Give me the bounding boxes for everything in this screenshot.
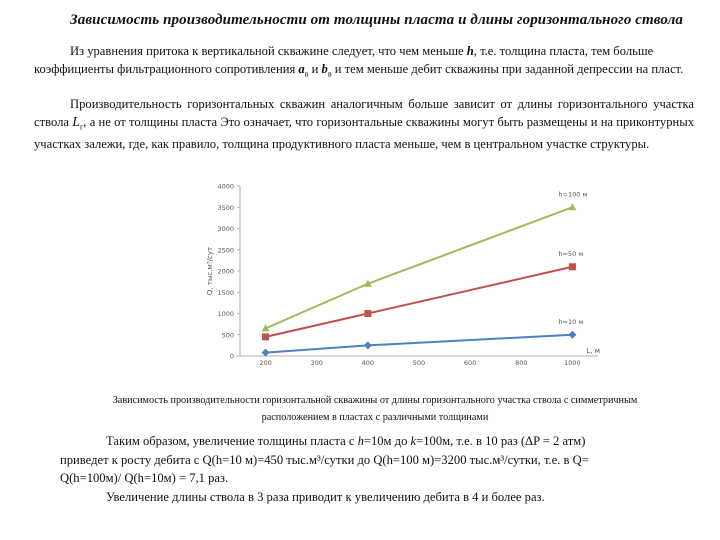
y-tick-label: 0: [230, 353, 234, 361]
data-point: [261, 348, 270, 357]
series-label: h=50 м: [558, 250, 583, 258]
conclusion-line3: Q(h=100м)/ Q(h=10м) = 7,1 раз.: [60, 471, 229, 485]
data-point: [568, 203, 577, 211]
data-point: [568, 263, 576, 271]
text: =10м до: [363, 434, 411, 448]
y-tick-label: 1500: [217, 289, 234, 297]
y-tick-label: 500: [222, 331, 234, 339]
x-tick-label: 400: [362, 359, 374, 367]
data-point: [261, 324, 270, 332]
sub-b: в: [327, 69, 332, 79]
conclusion-line2: приведет к росту дебита с Q(h=10 м)=450 …: [60, 452, 589, 467]
text: , т.е. толщина пласта, тем больше коэффи…: [34, 44, 654, 76]
data-point: [363, 341, 372, 350]
x-tick-label: 1000: [564, 359, 581, 367]
x-tick-label: 300: [311, 359, 323, 367]
y-tick-label: 1000: [217, 310, 234, 318]
x-tick-label: 800: [515, 359, 527, 367]
y-axis-label: Q, тыс.м³/сут: [206, 247, 214, 295]
sub-a: в: [304, 69, 309, 79]
var-b: b: [321, 61, 328, 76]
caption-line1: Зависимость производительности горизонта…: [112, 395, 638, 406]
x-axis-label: L, м: [586, 347, 600, 355]
y-tick-label: 2500: [217, 246, 234, 254]
paragraph-conclusion: Таким образом, увеличение толщины пласта…: [60, 432, 705, 506]
series-line: [265, 265, 573, 338]
text: =100м, т.е. в 10 раз (ΔP = 2 атм): [416, 434, 586, 448]
var-h: h: [357, 434, 364, 448]
x-tick-label: 600: [464, 359, 476, 367]
data-point: [568, 330, 577, 339]
series-line: [265, 333, 573, 354]
text: Таким образом, увеличение толщины пласта…: [106, 434, 358, 448]
text: и тем меньше дебит скважины при заданной…: [331, 61, 684, 76]
sub-L: г: [80, 122, 84, 132]
var-k: k: [410, 434, 417, 448]
series-label: h=100 м: [558, 190, 587, 198]
series-label: h=10 м: [558, 318, 583, 326]
y-tick-label: 4000: [217, 183, 234, 191]
text: Производительность горизонтальных скважи…: [34, 97, 694, 129]
y-tick-label: 3000: [217, 225, 234, 233]
series-line: [265, 206, 573, 330]
data-point: [262, 333, 270, 341]
line-chart: 0 500 1000 1500 2000 2500 3000 3500 4000 200 300 40…: [206, 183, 600, 368]
figure-caption: Зависимость производительности горизонта…: [60, 392, 690, 426]
var-L: L: [72, 114, 81, 130]
data-point: [364, 310, 372, 317]
x-tick-label: 200: [259, 359, 271, 367]
conclusion-line4: Увеличение длины ствола в 3 раза приводи…: [106, 489, 545, 504]
paragraph-inflow: Из уравнения притока к вертикальной сква…: [34, 43, 694, 83]
text: и: [308, 61, 322, 76]
page-title: Зависимость производительности от толщин…: [70, 12, 684, 28]
var-a: a: [298, 61, 305, 76]
y-tick-label: 2000: [217, 268, 234, 276]
data-point: [363, 279, 372, 287]
paragraph-horizontal: Производительность горизонтальных скважи…: [34, 96, 694, 153]
text: , а не от толщины пласта Это означает, ч…: [34, 114, 694, 151]
conclusion-line1: Таким образом, увеличение толщины пласта…: [60, 432, 705, 451]
x-tick-label: 500: [413, 359, 425, 367]
caption-line2: расположением в пластах с различными тол…: [261, 412, 489, 423]
var-h: h: [466, 44, 474, 58]
text: Из уравнения притока к вертикальной сква…: [70, 44, 467, 58]
y-tick-label: 3500: [217, 204, 234, 212]
